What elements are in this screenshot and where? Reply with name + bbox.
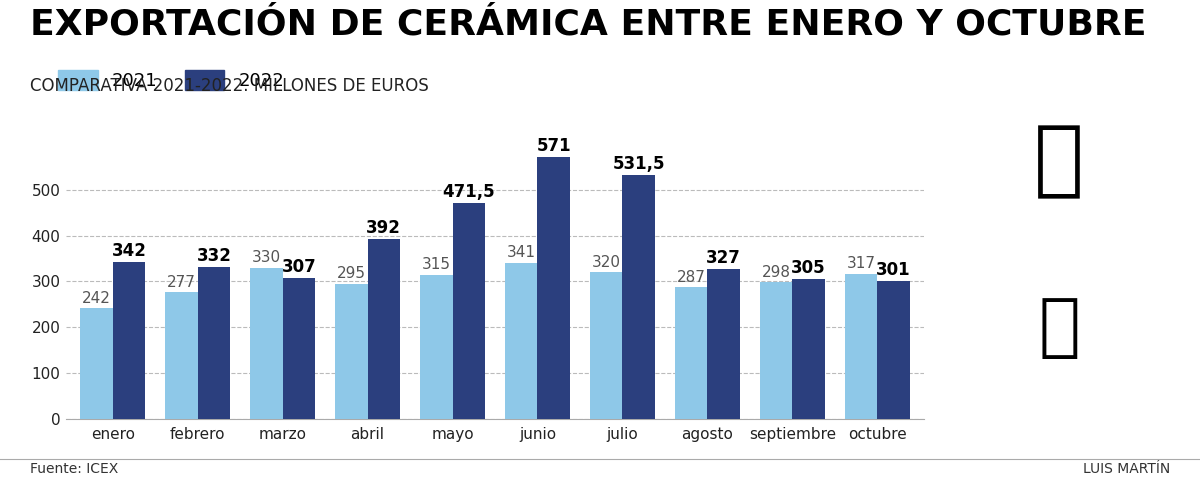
Text: 305: 305	[791, 259, 826, 277]
Text: 315: 315	[422, 257, 451, 272]
Text: 471,5: 471,5	[443, 183, 494, 200]
Bar	[420, 275, 452, 419]
Legend: 2021, 2022: 2021, 2022	[58, 70, 284, 90]
Text: COMPARATIVA 2021-2022. MILLONES DE EUROS: COMPARATIVA 2021-2022. MILLONES DE EUROS	[30, 77, 428, 95]
Bar	[845, 274, 877, 419]
Bar	[877, 281, 910, 419]
Text: 571: 571	[536, 137, 571, 155]
Text: 317: 317	[847, 256, 876, 271]
Bar	[113, 262, 145, 419]
Text: 295: 295	[337, 266, 366, 281]
Text: 327: 327	[706, 249, 740, 267]
Bar	[538, 157, 570, 419]
Text: 342: 342	[112, 242, 146, 260]
Text: LUIS MARTÍN: LUIS MARTÍN	[1082, 462, 1170, 476]
Bar	[623, 175, 655, 419]
Text: 242: 242	[82, 291, 112, 306]
Bar	[335, 284, 367, 419]
Text: 531,5: 531,5	[612, 155, 665, 173]
Text: 301: 301	[876, 261, 911, 279]
Bar	[80, 308, 113, 419]
Bar	[166, 292, 198, 419]
Text: 330: 330	[252, 250, 281, 265]
Bar	[707, 269, 739, 419]
Text: 332: 332	[197, 247, 232, 264]
Bar	[251, 268, 283, 419]
Text: 307: 307	[281, 258, 316, 276]
Text: 392: 392	[366, 219, 401, 237]
Text: 287: 287	[677, 270, 706, 285]
Text: 🚛: 🚛	[1034, 120, 1084, 201]
Text: Fuente: ICEX: Fuente: ICEX	[30, 462, 119, 476]
Bar	[676, 288, 707, 419]
Text: 298: 298	[762, 265, 791, 280]
Bar	[367, 239, 400, 419]
Bar	[792, 279, 824, 419]
Text: 341: 341	[506, 246, 536, 260]
Bar	[283, 278, 314, 419]
Bar	[452, 203, 485, 419]
Text: EXPORTACIÓN DE CERÁMICA ENTRE ENERO Y OCTUBRE: EXPORTACIÓN DE CERÁMICA ENTRE ENERO Y OC…	[30, 7, 1146, 42]
Text: 277: 277	[167, 275, 196, 290]
Bar	[590, 272, 623, 419]
Bar	[198, 267, 230, 419]
Bar	[760, 282, 792, 419]
Text: 320: 320	[592, 255, 620, 270]
Text: 🌍: 🌍	[1038, 294, 1080, 361]
Bar	[505, 263, 538, 419]
